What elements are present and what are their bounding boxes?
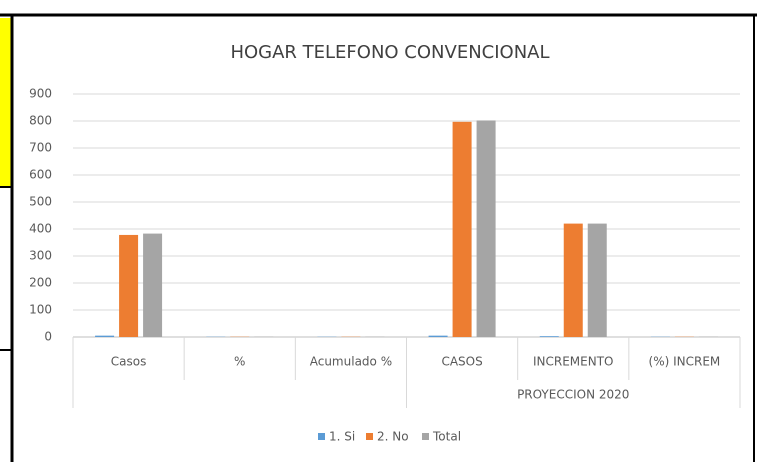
x-tick-label: Casos xyxy=(111,355,147,369)
y-tick-label: 300 xyxy=(29,249,52,263)
legend-label: 1. Si xyxy=(329,430,355,444)
y-tick-label: 400 xyxy=(29,222,52,236)
y-tick-label: 200 xyxy=(29,276,52,290)
chart-title: HOGAR TELEFONO CONVENCIONAL xyxy=(230,42,549,63)
y-tick-label: 500 xyxy=(29,195,52,209)
yellow-cells xyxy=(0,18,11,186)
group-label: PROYECCION 2020 xyxy=(517,388,629,402)
bar xyxy=(428,335,448,337)
x-tick-label: INCREMENTO xyxy=(533,355,614,369)
bar xyxy=(587,223,607,337)
bar xyxy=(476,120,496,338)
y-tick-label: 600 xyxy=(29,168,52,182)
x-tick-label: % xyxy=(234,355,245,369)
y-tick-label: 800 xyxy=(29,114,52,128)
y-tick-label: 0 xyxy=(44,330,52,344)
bar xyxy=(452,121,472,337)
legend-swatch xyxy=(422,433,429,440)
legend-swatch xyxy=(366,433,373,440)
y-tick-label: 900 xyxy=(29,87,52,101)
bar xyxy=(95,335,115,337)
y-tick-label: 700 xyxy=(29,141,52,155)
x-tick-label: (%) INCREM xyxy=(649,355,721,369)
bar xyxy=(539,336,559,337)
x-tick-label: CASOS xyxy=(441,355,482,369)
legend-label: 2. No xyxy=(377,430,409,444)
bar xyxy=(143,233,163,337)
legend-swatch xyxy=(318,433,325,440)
bar xyxy=(563,223,583,337)
bar xyxy=(119,234,139,337)
x-tick-label: Acumulado % xyxy=(310,355,392,369)
y-tick-label: 100 xyxy=(29,303,52,317)
legend-label: Total xyxy=(432,430,461,444)
